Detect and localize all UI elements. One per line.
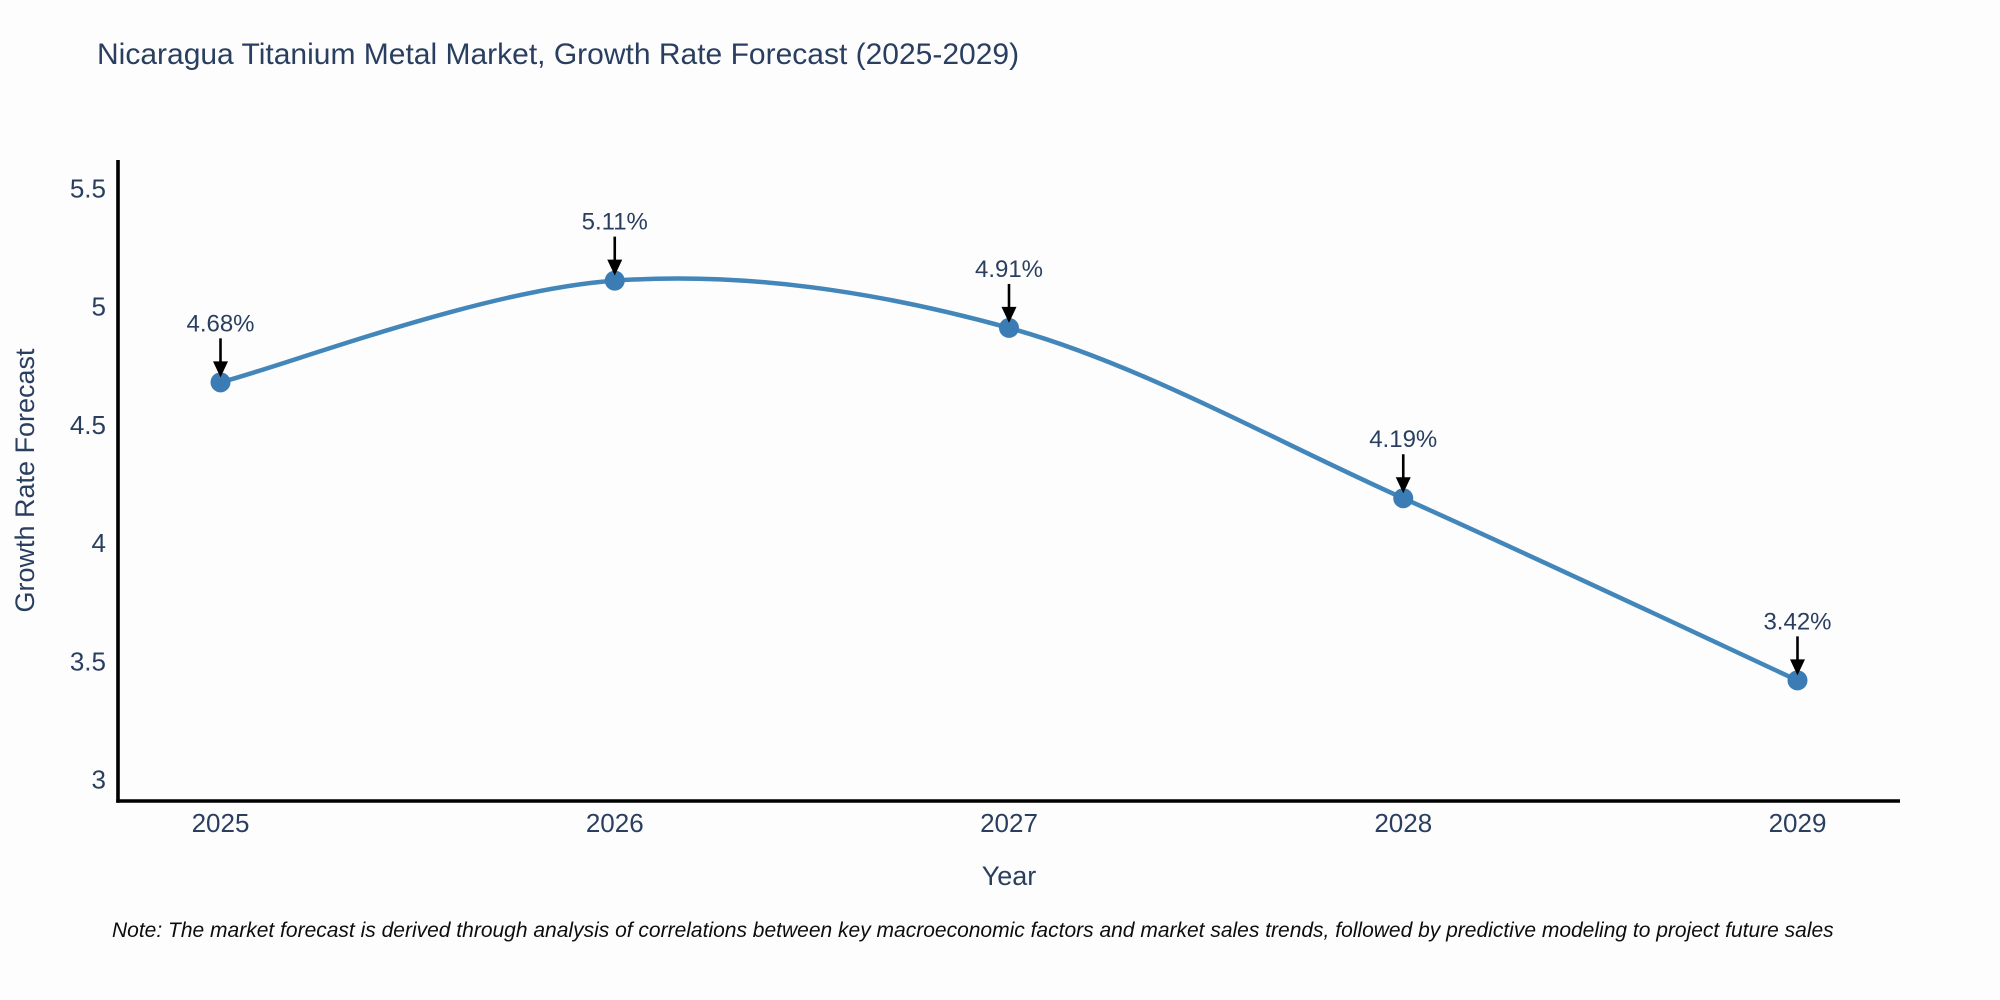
x-tick-label: 2027 — [980, 808, 1038, 838]
y-tick-label: 5 — [92, 292, 106, 322]
y-tick-label: 4 — [92, 528, 106, 558]
annotation-arrowhead-icon — [213, 361, 229, 378]
data-point-label: 5.11% — [582, 209, 648, 236]
data-point[interactable] — [999, 317, 1019, 338]
x-tick-label: 2026 — [586, 808, 644, 838]
data-point[interactable] — [604, 270, 625, 291]
y-tick-label: 3.5 — [70, 646, 106, 676]
data-point-label: 4.68% — [186, 310, 254, 337]
x-axis-title: Year — [982, 861, 1037, 891]
annotation-arrowhead-icon — [1001, 306, 1017, 323]
data-point[interactable] — [1393, 488, 1414, 509]
x-tick-label: 2025 — [192, 808, 250, 838]
footnote: Note: The market forecast is derived thr… — [112, 919, 1834, 942]
annotation-arrowhead-icon — [1395, 477, 1411, 494]
data-point[interactable] — [1787, 670, 1808, 691]
plot-area: 3 3.5 4 4.5 5 5.5 2025 2026 2027 2028 2029 Year Grow… — [10, 160, 1900, 891]
annotation-arrowhead-icon — [1789, 659, 1805, 676]
data-point-label: 4.19% — [1369, 426, 1437, 453]
data-point-label: 4.91% — [975, 256, 1043, 283]
y-tick-label: 4.5 — [70, 410, 106, 440]
annotation-arrowhead-icon — [607, 259, 623, 276]
x-tick-label: 2028 — [1374, 808, 1432, 838]
data-point-label: 3.42% — [1763, 608, 1831, 635]
chart-title: Nicaragua Titanium Metal Market, Growth … — [97, 38, 1020, 71]
x-tick-label: 2029 — [1769, 808, 1827, 838]
y-tick-label: 5.5 — [70, 173, 106, 203]
data-point[interactable] — [210, 372, 231, 393]
y-axis-title: Growth Rate Forecast — [10, 348, 40, 613]
forecast-line — [219, 276, 1799, 683]
y-tick-label: 3 — [92, 765, 106, 795]
